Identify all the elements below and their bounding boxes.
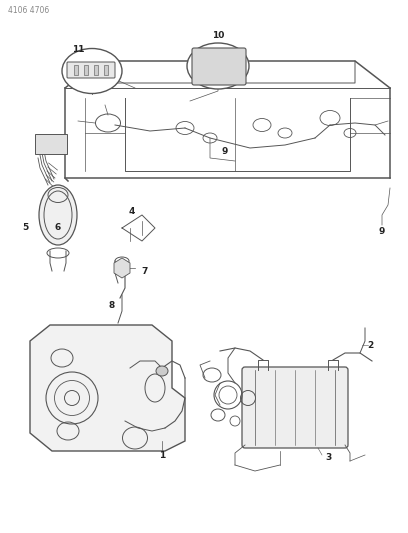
- Text: 4106 4706: 4106 4706: [8, 6, 49, 15]
- Ellipse shape: [187, 43, 249, 89]
- Polygon shape: [30, 325, 185, 451]
- Text: 6: 6: [55, 223, 61, 232]
- Text: 5: 5: [22, 223, 28, 232]
- Text: 3: 3: [325, 454, 331, 463]
- FancyBboxPatch shape: [35, 134, 67, 154]
- Bar: [84, 65, 88, 75]
- Bar: [104, 65, 108, 75]
- Text: 8: 8: [109, 301, 115, 310]
- Ellipse shape: [39, 185, 77, 245]
- Text: 1: 1: [159, 450, 165, 459]
- Bar: [94, 65, 98, 75]
- Text: 7: 7: [142, 266, 148, 276]
- Text: 4: 4: [129, 206, 135, 215]
- FancyBboxPatch shape: [242, 367, 348, 448]
- Polygon shape: [114, 258, 130, 278]
- Bar: [74, 65, 78, 75]
- Text: 10: 10: [212, 31, 224, 41]
- Ellipse shape: [156, 366, 168, 376]
- Text: 11: 11: [72, 45, 84, 54]
- FancyBboxPatch shape: [192, 48, 246, 85]
- FancyBboxPatch shape: [67, 62, 115, 78]
- Text: 9: 9: [222, 147, 228, 156]
- Text: 9: 9: [379, 227, 385, 236]
- Ellipse shape: [62, 49, 122, 93]
- Text: 2: 2: [367, 341, 373, 350]
